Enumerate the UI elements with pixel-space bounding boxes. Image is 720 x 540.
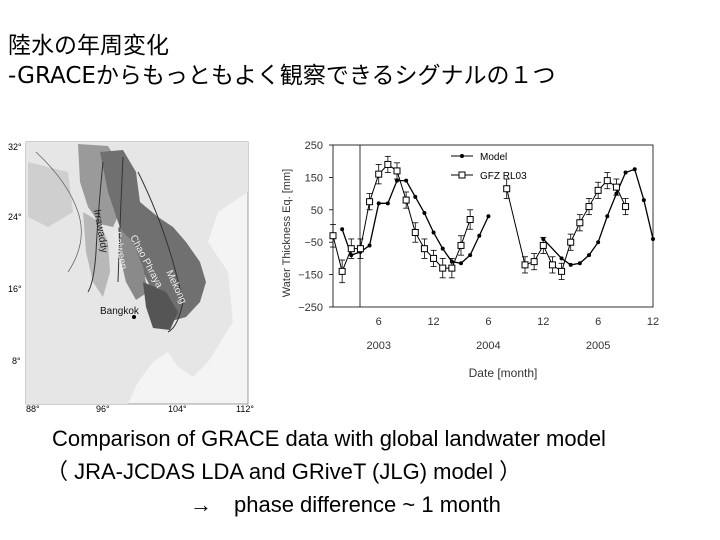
data-point bbox=[356, 245, 364, 253]
data-point bbox=[411, 228, 419, 236]
data-point bbox=[559, 256, 564, 261]
x-tick-label: 12 bbox=[647, 316, 659, 328]
data-point bbox=[466, 216, 474, 224]
data-point bbox=[651, 236, 655, 241]
data-point bbox=[448, 264, 456, 272]
data-point bbox=[622, 203, 630, 211]
data-point bbox=[393, 167, 401, 175]
data-point bbox=[576, 219, 584, 227]
data-point bbox=[457, 241, 465, 249]
caption-line-3: → phase difference ~ 1 month bbox=[190, 492, 501, 517]
y-tick-label: −150 bbox=[298, 270, 323, 282]
data-point bbox=[521, 261, 529, 269]
data-point bbox=[577, 261, 582, 266]
lon-label: 88° bbox=[26, 404, 40, 412]
series-line bbox=[341, 179, 490, 264]
data-point bbox=[347, 245, 355, 253]
lat-label: 24° bbox=[8, 212, 22, 222]
data-point bbox=[596, 240, 601, 245]
data-point bbox=[402, 196, 410, 204]
data-point bbox=[338, 267, 346, 275]
data-point bbox=[430, 254, 438, 262]
data-point bbox=[340, 227, 345, 232]
data-point bbox=[605, 214, 610, 219]
data-point bbox=[587, 253, 591, 258]
data-point bbox=[477, 233, 482, 238]
lat-label: 8° bbox=[12, 356, 21, 366]
data-point bbox=[440, 246, 445, 251]
data-point bbox=[366, 198, 374, 206]
x-tick-label: 6 bbox=[595, 316, 601, 328]
data-point bbox=[594, 186, 602, 194]
data-point bbox=[486, 214, 491, 219]
series-line bbox=[332, 163, 471, 273]
study-area-map: 32° 24° 16° 8° 88° 96° 104° 112° Irrawad… bbox=[8, 141, 254, 412]
series-gfz-rl03 bbox=[329, 155, 630, 284]
data-point bbox=[468, 253, 473, 258]
legend-model: Model bbox=[480, 152, 507, 163]
data-point bbox=[539, 241, 547, 249]
data-point bbox=[422, 211, 427, 216]
data-point bbox=[558, 267, 566, 275]
slide-subtitle: -GRACEからもっともよく観察できるシグナルの１つ bbox=[8, 63, 556, 89]
x-tick-label: 12 bbox=[537, 316, 549, 328]
caption-line-1: Comparison of GRACE data with global lan… bbox=[52, 426, 606, 451]
data-point bbox=[632, 167, 637, 172]
data-point bbox=[385, 201, 390, 206]
data-point bbox=[530, 258, 538, 266]
lat-label: 32° bbox=[8, 142, 22, 152]
city-marker bbox=[132, 315, 136, 319]
data-point bbox=[548, 261, 556, 269]
year-label: 2005 bbox=[586, 340, 610, 352]
caption-line-2: （ JRA-JCDAS LDA and GRiveT (JLG) model ） bbox=[46, 459, 522, 484]
data-point bbox=[376, 201, 381, 206]
year-label: 2003 bbox=[366, 340, 390, 352]
x-axis-label: Date [month] bbox=[469, 366, 538, 380]
data-point bbox=[612, 183, 620, 191]
x-tick-label: 12 bbox=[427, 316, 439, 328]
x-tick-label: 6 bbox=[485, 316, 491, 328]
data-point bbox=[367, 243, 372, 248]
y-tick-label: −250 bbox=[298, 302, 323, 314]
data-point bbox=[568, 262, 573, 267]
slide-title: 陸水の年周変化 bbox=[8, 33, 169, 59]
data-point bbox=[459, 261, 463, 266]
lon-label: 96° bbox=[96, 404, 110, 412]
plot-area bbox=[332, 144, 654, 308]
city-label-bangkok: Bangkok bbox=[100, 306, 140, 317]
water-thickness-chart: 250 150 50 −50 −150 −250 6 12 6 12 6 12 2003 2004 200… bbox=[281, 140, 659, 380]
y-tick-label: 150 bbox=[305, 172, 323, 184]
data-point bbox=[329, 232, 337, 240]
y-tick-label: 50 bbox=[311, 205, 323, 217]
data-point bbox=[585, 203, 593, 211]
legend: Model GFZ RL03 bbox=[451, 152, 527, 182]
data-point bbox=[431, 230, 436, 235]
data-point bbox=[439, 264, 447, 272]
plot-frame bbox=[332, 144, 654, 308]
data-point bbox=[641, 198, 646, 203]
series-line bbox=[506, 179, 627, 273]
data-point bbox=[603, 177, 611, 185]
legend-gfz: GFZ RL03 bbox=[480, 171, 527, 182]
data-point bbox=[413, 194, 418, 199]
data-point bbox=[503, 185, 511, 193]
lon-label: 104° bbox=[168, 404, 187, 412]
series-model bbox=[340, 167, 655, 267]
data-point bbox=[420, 245, 428, 253]
x-tick-label: 6 bbox=[376, 316, 382, 328]
y-tick-label: 250 bbox=[305, 140, 323, 152]
data-point bbox=[623, 170, 628, 175]
data-point bbox=[375, 170, 383, 178]
data-point bbox=[395, 178, 399, 183]
lat-label: 16° bbox=[8, 284, 22, 294]
year-label: 2004 bbox=[476, 340, 500, 352]
y-axis-label: Water Thickness Eq. [mm] bbox=[281, 169, 293, 297]
data-point bbox=[404, 178, 409, 183]
lon-label: 112° bbox=[236, 404, 254, 412]
data-point bbox=[567, 238, 575, 246]
data-point bbox=[384, 160, 392, 168]
y-tick-label: −50 bbox=[304, 237, 323, 249]
